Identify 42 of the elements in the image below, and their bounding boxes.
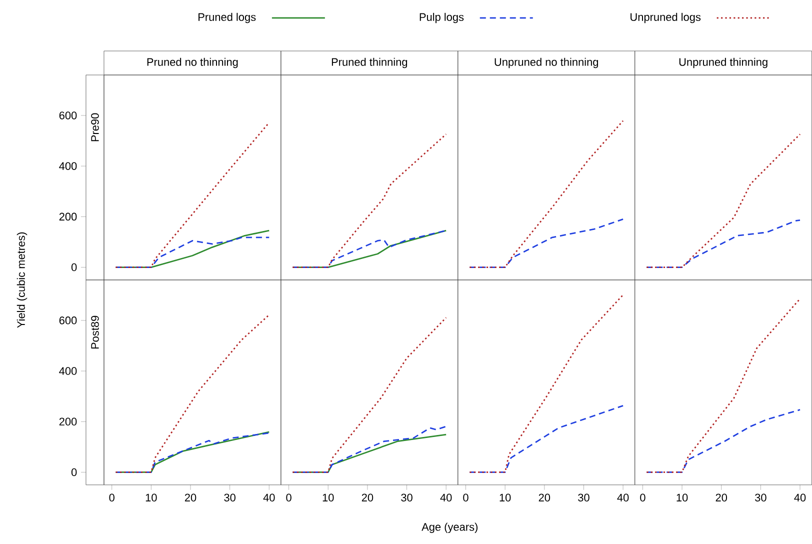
x-tick-label: 20: [538, 494, 550, 502]
line-series: [115, 122, 270, 268]
x-tick-label: 10: [676, 494, 688, 502]
y-tick-label: 600: [59, 112, 77, 120]
x-tick-label: 0: [109, 494, 114, 502]
y-tick-label: 400: [59, 162, 77, 170]
y-tick-label: 200: [59, 212, 77, 221]
chart-title: Pruned no thinning: [147, 58, 238, 68]
x-tick-label: 30: [401, 494, 412, 502]
y-tick-label: 200: [59, 418, 77, 426]
chart-title: Unpruned thinning: [679, 58, 768, 68]
x-tick-label: 40: [440, 494, 452, 502]
y-tick-label: 0: [71, 468, 77, 476]
x-tick-label: 10: [500, 494, 511, 502]
x-tick-label: 40: [794, 494, 806, 502]
line-series: [115, 236, 270, 268]
legend-label: Pruned logs: [198, 12, 256, 24]
x-tick-label: 0: [463, 494, 468, 502]
x-tick-label: 20: [716, 494, 728, 502]
x-tick-label: 0: [640, 494, 646, 502]
y-tick-label: 400: [59, 367, 77, 375]
y-tick-label: 0: [71, 263, 77, 272]
x-tick-label: 40: [263, 494, 275, 502]
legend-label: Pulp logs: [420, 12, 464, 24]
x-tick-label: 40: [617, 494, 629, 502]
x-tick-label: 30: [578, 494, 590, 502]
y-axis-title: Yield (cubic metres): [16, 232, 28, 328]
x-tick-label: 30: [755, 494, 766, 502]
chart-title: Unpruned no thinning: [494, 58, 598, 68]
x-tick-label: 20: [362, 494, 374, 502]
text: Pre90: [91, 113, 99, 142]
x-tick-label: 10: [146, 494, 157, 502]
line-series: [115, 314, 270, 473]
legend-label: Unpruned logs: [630, 12, 701, 24]
x-tick-label: 20: [184, 494, 196, 502]
text: Post89: [91, 316, 99, 349]
x-tick-label: 30: [224, 494, 236, 502]
chart-title: Pruned thinning: [332, 58, 408, 68]
x-tick-label: 0: [286, 494, 292, 502]
x-axis-title: Age (years): [422, 522, 478, 534]
y-tick-label: 600: [59, 316, 77, 324]
x-tick-label: 10: [322, 494, 334, 502]
